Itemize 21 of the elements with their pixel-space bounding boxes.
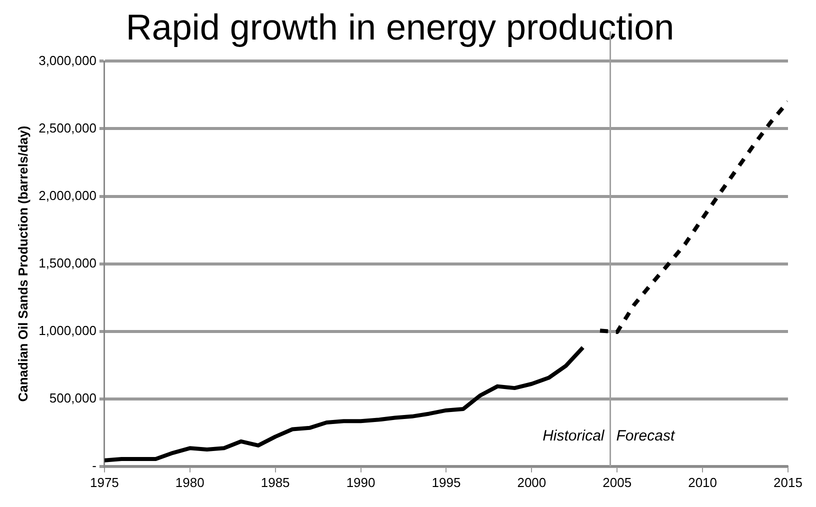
y-tick-label: 1,500,000 xyxy=(38,255,96,270)
chart-title: Rapid growth in energy production xyxy=(126,6,674,48)
x-tick-label: 1995 xyxy=(432,474,461,490)
y-tick-label: - xyxy=(92,458,96,473)
x-tick-label: 1975 xyxy=(90,474,119,490)
x-tick-label: 1980 xyxy=(175,474,204,490)
x-tick-label: 2015 xyxy=(774,474,802,490)
y-axis-title: Canadian Oil Sands Production (barrels/day) xyxy=(15,126,30,402)
x-tick-label: 1990 xyxy=(346,474,376,490)
y-tick-label: 2,000,000 xyxy=(38,188,96,203)
x-tick-label: 2010 xyxy=(688,474,718,490)
annotation: Forecast xyxy=(616,428,676,445)
annotation: Historical xyxy=(542,428,605,445)
x-tick-label: 2000 xyxy=(517,474,546,490)
x-tick-label: 2005 xyxy=(602,474,632,490)
y-tick-label: 2,500,000 xyxy=(38,120,96,136)
line-series xyxy=(598,100,788,334)
y-tick-label: 500,000 xyxy=(49,390,96,406)
y-tick-label: 1,000,000 xyxy=(38,322,96,338)
y-tick-label: 3,000,000 xyxy=(38,52,96,68)
x-tick-label: 1985 xyxy=(260,474,290,490)
